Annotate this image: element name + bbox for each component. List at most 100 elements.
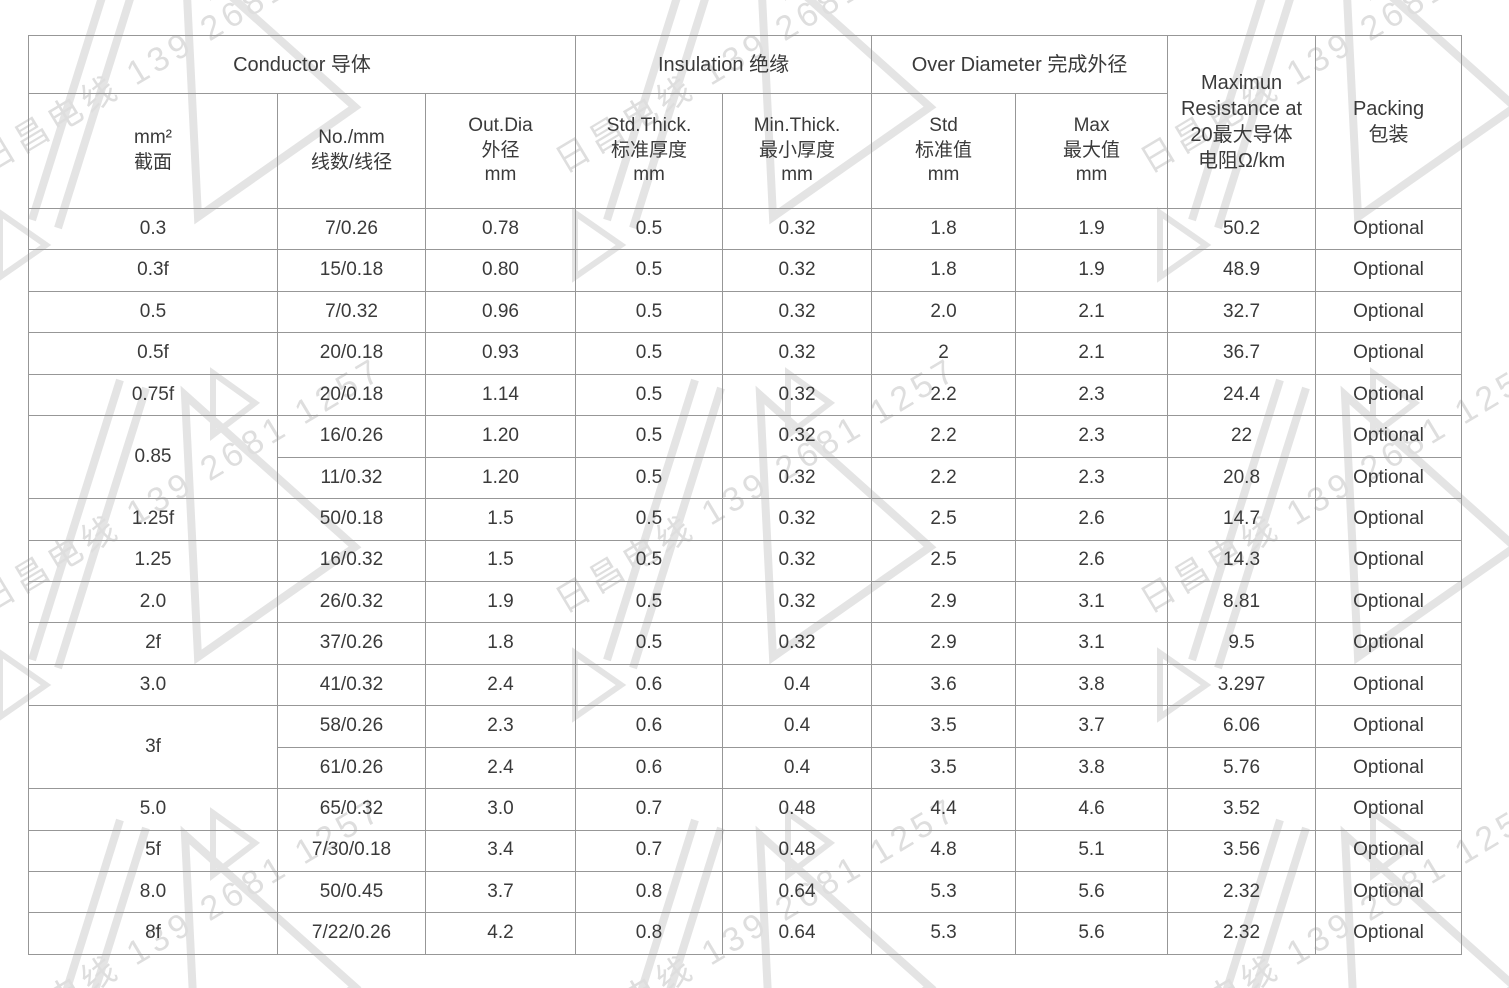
cell: Optional xyxy=(1315,829,1463,873)
cell-size: 5f xyxy=(28,829,278,873)
cell: 0.32 xyxy=(722,415,873,458)
cell: 0.32 xyxy=(722,373,873,417)
cell: 0.32 xyxy=(722,498,873,541)
cell: 0.5 xyxy=(575,290,724,334)
cell: 3.56 xyxy=(1167,829,1317,873)
cell: 1.5 xyxy=(424,498,577,541)
column-header-std: Std 标准值 mm xyxy=(871,93,1017,209)
cell: 0.64 xyxy=(722,870,873,914)
cell: Optional xyxy=(1315,332,1463,375)
cell: 0.32 xyxy=(722,622,873,665)
cell: 2.1 xyxy=(1015,290,1169,334)
cell: 2.6 xyxy=(1015,498,1169,541)
cell: 2.3 xyxy=(1015,415,1169,458)
cell: 0.32 xyxy=(722,456,873,500)
table-row: 2.0 26/0.32 1.9 0.5 0.32 2.9 3.1 8.81 Optional xyxy=(28,580,1463,624)
table-row: 0.3f 15/0.18 0.80 0.5 0.32 1.8 1.9 48.9 Optional xyxy=(28,249,1463,292)
cell: 2.3 xyxy=(424,705,577,748)
group-header-conductor: Conductor 导体 xyxy=(27,35,577,94)
cell: Optional xyxy=(1315,912,1463,955)
cell: 36.7 xyxy=(1167,332,1317,375)
cell: 2.4 xyxy=(424,663,577,707)
cell: 3.4 xyxy=(424,829,577,873)
cell: 0.78 xyxy=(424,207,577,251)
column-header-max-resistance: Maximun Resistance at 20最大导体 电阻Ω/km xyxy=(1167,35,1317,209)
cell: 65/0.32 xyxy=(277,788,426,831)
cell: 58/0.26 xyxy=(277,705,426,748)
wire-spec-table: Conductor 导体 Insulation 绝缘 Over Diameter… xyxy=(27,35,1463,955)
cell: 0.5 xyxy=(575,207,724,251)
group-header-over-diameter: Over Diameter 完成外径 xyxy=(871,35,1169,94)
cell-size: 0.75f xyxy=(28,373,278,417)
cell: 50.2 xyxy=(1167,207,1317,251)
cell: 1.8 xyxy=(871,249,1017,292)
cell: Optional xyxy=(1315,207,1463,251)
cell: 0.8 xyxy=(575,912,724,955)
cell: 16/0.26 xyxy=(277,415,426,458)
cell: Optional xyxy=(1315,415,1463,458)
table-row: 3f 58/0.26 2.3 0.6 0.4 3.5 3.7 6.06 Optional xyxy=(28,705,1463,790)
cell: 0.32 xyxy=(722,580,873,624)
cell: Optional xyxy=(1315,456,1463,500)
cell: 2.2 xyxy=(871,456,1017,500)
cell: 1.9 xyxy=(1015,249,1169,292)
cell: 26/0.32 xyxy=(277,580,426,624)
cell-size: 0.5 xyxy=(28,290,278,334)
cell: 0.48 xyxy=(722,829,873,873)
table-row: 61/0.26 2.4 0.6 0.4 3.5 3.8 5.76 Optional xyxy=(29,746,1463,790)
cell-size: 0.3 xyxy=(28,207,278,251)
cell: 4.2 xyxy=(424,912,577,955)
cell: 0.80 xyxy=(424,249,577,292)
cell: 0.5 xyxy=(575,249,724,292)
table-row: 5f 7/30/0.18 3.4 0.7 0.48 4.8 5.1 3.56 Optional xyxy=(28,829,1463,873)
cell: 6.06 xyxy=(1167,705,1317,748)
cell: 3.5 xyxy=(871,705,1017,748)
cell: 20/0.18 xyxy=(277,373,426,417)
cell: 11/0.32 xyxy=(277,456,426,500)
cell: 22 xyxy=(1167,415,1317,458)
cell: 0.32 xyxy=(722,290,873,334)
table-row: 0.85 16/0.26 1.20 0.5 0.32 2.2 2.3 22 Optional xyxy=(28,415,1463,500)
cell: 0.32 xyxy=(722,332,873,375)
cell: Optional xyxy=(1315,249,1463,292)
cell: 7/30/0.18 xyxy=(277,829,426,873)
cell: 2.5 xyxy=(871,498,1017,541)
cell: 2 xyxy=(871,332,1017,375)
cell: 0.32 xyxy=(722,249,873,292)
table-row: 5.0 65/0.32 3.0 0.7 0.48 4.4 4.6 3.52 Optional xyxy=(28,788,1463,831)
table-row: 0.5f 20/0.18 0.93 0.5 0.32 2 2.1 36.7 Optional xyxy=(28,332,1463,375)
cell: 0.64 xyxy=(722,912,873,955)
cell: Optional xyxy=(1315,539,1463,582)
cell: 5.1 xyxy=(1015,829,1169,873)
cell: 2.3 xyxy=(1015,373,1169,417)
cell: 0.96 xyxy=(424,290,577,334)
cell: 0.4 xyxy=(722,705,873,748)
cell: 0.5 xyxy=(575,580,724,624)
cell: 41/0.32 xyxy=(277,663,426,707)
cell: 2.9 xyxy=(871,622,1017,665)
cell: 5.3 xyxy=(871,870,1017,914)
cell-size: 3f xyxy=(28,705,278,790)
cell: 3.297 xyxy=(1167,663,1317,707)
cell: 3.52 xyxy=(1167,788,1317,831)
cell: 0.5 xyxy=(575,332,724,375)
column-header-max: Max 最大值 mm xyxy=(1015,93,1169,209)
cell: 2.2 xyxy=(871,415,1017,458)
cell-size: 0.3f xyxy=(28,249,278,292)
cell: 7/0.32 xyxy=(277,290,426,334)
cell: 4.6 xyxy=(1015,788,1169,831)
cell: 1.9 xyxy=(424,580,577,624)
cell: 0.7 xyxy=(575,788,724,831)
cell: 8.81 xyxy=(1167,580,1317,624)
cell: 0.5 xyxy=(575,373,724,417)
table-header: Conductor 导体 Insulation 绝缘 Over Diameter… xyxy=(27,35,1463,209)
cell: 0.8 xyxy=(575,870,724,914)
cell: 1.8 xyxy=(424,622,577,665)
table-row: 0.3 7/0.26 0.78 0.5 0.32 1.8 1.9 50.2 Optional xyxy=(28,207,1463,251)
cell: Optional xyxy=(1315,788,1463,831)
cell: 20/0.18 xyxy=(277,332,426,375)
cell: 3.8 xyxy=(1015,746,1169,790)
cell: 3.7 xyxy=(1015,705,1169,748)
cell: 7/22/0.26 xyxy=(277,912,426,955)
cell: 2.32 xyxy=(1167,870,1317,914)
